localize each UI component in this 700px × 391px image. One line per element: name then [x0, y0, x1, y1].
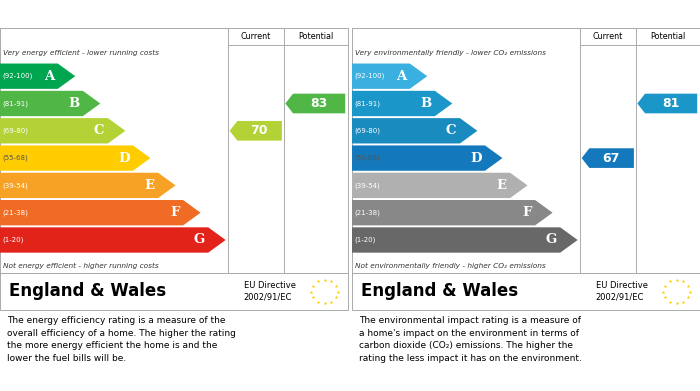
- Text: E: E: [145, 179, 155, 192]
- Polygon shape: [352, 63, 427, 89]
- Text: G: G: [193, 233, 204, 246]
- Text: EU Directive
2002/91/EC: EU Directive 2002/91/EC: [244, 281, 295, 302]
- Polygon shape: [352, 145, 503, 171]
- Text: Current: Current: [593, 32, 623, 41]
- Text: E: E: [496, 179, 507, 192]
- Text: 81: 81: [662, 97, 680, 110]
- Polygon shape: [0, 63, 75, 89]
- Text: Very energy efficient - lower running costs: Very energy efficient - lower running co…: [4, 49, 160, 56]
- Text: F: F: [170, 206, 180, 219]
- Polygon shape: [286, 94, 345, 113]
- Polygon shape: [352, 227, 578, 253]
- Text: A: A: [44, 70, 55, 83]
- Text: 70: 70: [251, 124, 268, 137]
- Polygon shape: [0, 91, 100, 116]
- Text: F: F: [522, 206, 532, 219]
- Text: (21-38): (21-38): [355, 210, 381, 216]
- Text: C: C: [94, 124, 104, 137]
- Text: 67: 67: [603, 152, 620, 165]
- Text: (92-100): (92-100): [3, 73, 33, 79]
- Text: The environmental impact rating is a measure of
a home's impact on the environme: The environmental impact rating is a mea…: [359, 316, 582, 363]
- Text: (81-91): (81-91): [3, 100, 29, 107]
- Text: A: A: [396, 70, 406, 83]
- Polygon shape: [352, 200, 552, 225]
- Text: England & Wales: England & Wales: [8, 283, 166, 301]
- Polygon shape: [0, 227, 225, 253]
- Text: The energy efficiency rating is a measure of the
overall efficiency of a home. T: The energy efficiency rating is a measur…: [7, 316, 236, 363]
- Text: (81-91): (81-91): [355, 100, 381, 107]
- Text: B: B: [68, 97, 79, 110]
- Text: (69-80): (69-80): [3, 127, 29, 134]
- Text: 83: 83: [310, 97, 328, 110]
- Text: (55-68): (55-68): [355, 155, 381, 161]
- Polygon shape: [352, 91, 452, 116]
- Text: Current: Current: [241, 32, 271, 41]
- Text: EU Directive
2002/91/EC: EU Directive 2002/91/EC: [596, 281, 648, 302]
- Text: D: D: [118, 152, 130, 165]
- Polygon shape: [230, 121, 282, 141]
- Text: Not energy efficient - higher running costs: Not energy efficient - higher running co…: [4, 263, 159, 269]
- Polygon shape: [638, 94, 697, 113]
- Text: (69-80): (69-80): [355, 127, 381, 134]
- Text: D: D: [470, 152, 482, 165]
- Polygon shape: [0, 118, 125, 143]
- Text: Very environmentally friendly - lower CO₂ emissions: Very environmentally friendly - lower CO…: [356, 49, 547, 56]
- Text: C: C: [446, 124, 456, 137]
- Polygon shape: [0, 200, 201, 225]
- Text: (1-20): (1-20): [3, 237, 25, 243]
- Text: B: B: [420, 97, 431, 110]
- Text: (55-68): (55-68): [3, 155, 29, 161]
- Polygon shape: [352, 173, 528, 198]
- Polygon shape: [0, 173, 176, 198]
- Text: (92-100): (92-100): [355, 73, 385, 79]
- Text: Not environmentally friendly - higher CO₂ emissions: Not environmentally friendly - higher CO…: [356, 263, 546, 269]
- Polygon shape: [582, 148, 634, 168]
- Text: (21-38): (21-38): [3, 210, 29, 216]
- Text: England & Wales: England & Wales: [360, 283, 518, 301]
- Text: (1-20): (1-20): [355, 237, 376, 243]
- Text: Energy Efficiency Rating: Energy Efficiency Rating: [5, 7, 168, 20]
- Text: G: G: [545, 233, 557, 246]
- Polygon shape: [0, 145, 150, 171]
- Text: Potential: Potential: [650, 32, 685, 41]
- Text: Environmental Impact (CO₂) Rating: Environmental Impact (CO₂) Rating: [357, 7, 589, 20]
- Text: (39-54): (39-54): [355, 182, 381, 188]
- Text: (39-54): (39-54): [3, 182, 29, 188]
- Polygon shape: [352, 118, 477, 143]
- Text: Potential: Potential: [298, 32, 333, 41]
